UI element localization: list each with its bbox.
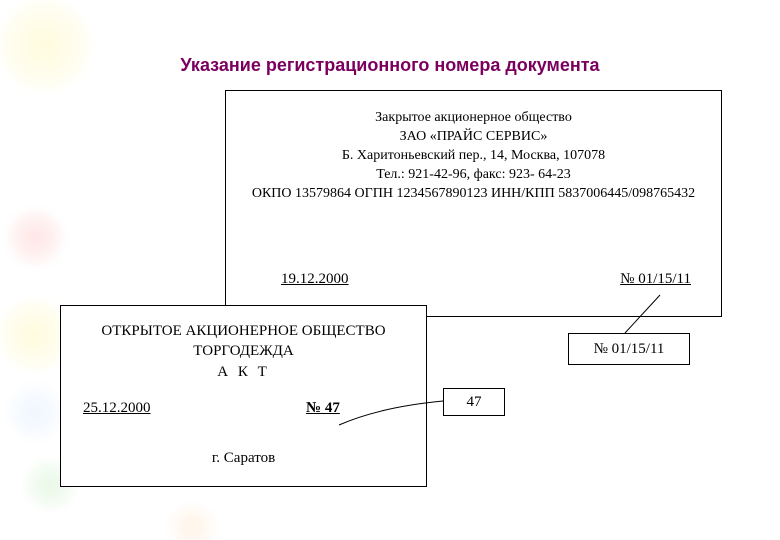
org-address: Б. Харитоньевский пер., 14, Москва, 1070… (226, 147, 721, 166)
org-phone: Тел.: 921-42-96, факс: 923- 64-23 (226, 166, 721, 185)
org2-type: ОТКРЫТОЕ АКЦИОНЕРНОЕ ОБЩЕСТВО (61, 306, 426, 341)
callout-number-1: № 01/15/11 (568, 333, 690, 365)
document-box-1: Закрытое акционерное общество ЗАО «ПРАЙС… (225, 90, 722, 317)
callout-number-2: 47 (443, 388, 505, 416)
doc2-date: 25.12.2000 (83, 400, 151, 417)
org-type: Закрытое акционерное общество (226, 109, 721, 128)
doc1-number: № 01/15/11 (620, 271, 691, 288)
org-codes: ОКПО 13579864 ОГПН 1234567890123 ИНН/КПП… (226, 185, 721, 204)
bg-blob (170, 505, 215, 540)
bg-blob (8, 385, 63, 440)
bg-blob (0, 0, 90, 90)
bg-blob (8, 210, 63, 265)
org-name: ЗАО «ПРАЙС СЕРВИС» (226, 128, 721, 147)
page-title: Указание регистрационного номера докумен… (0, 55, 780, 76)
doc2-number: № 47 (306, 400, 340, 417)
doc1-date: 19.12.2000 (281, 271, 349, 288)
org2-name: ТОРГОДЕЖДА (61, 341, 426, 361)
doc2-akt: А К Т (61, 362, 426, 382)
document-box-2: ОТКРЫТОЕ АКЦИОНЕРНОЕ ОБЩЕСТВО ТОРГОДЕЖДА… (60, 305, 427, 487)
doc2-city: г. Саратов (61, 450, 426, 467)
